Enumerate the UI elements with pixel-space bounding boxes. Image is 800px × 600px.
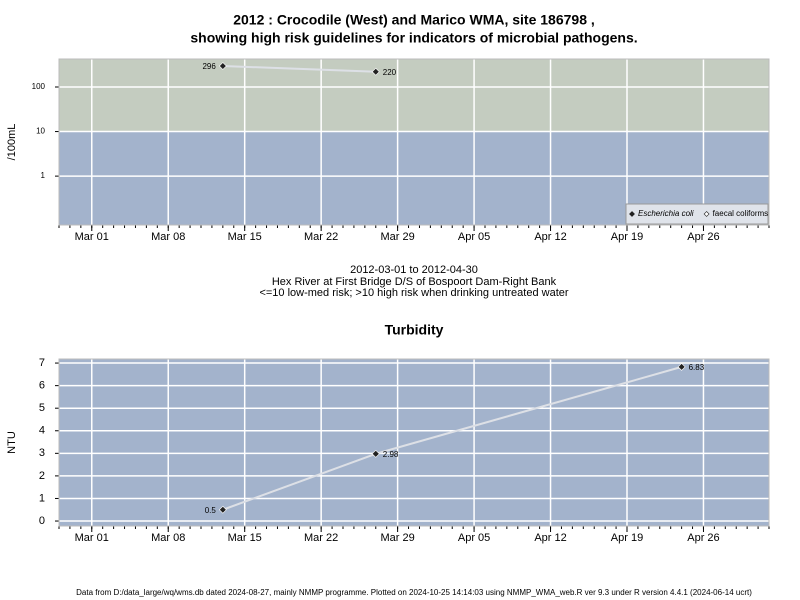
x-tick-label: Apr 12 xyxy=(534,532,566,544)
y-tick-label: 100 xyxy=(32,82,46,91)
x-tick-label: Mar 08 xyxy=(151,231,185,243)
y-tick-label: 4 xyxy=(39,425,45,437)
y-tick-label: 0 xyxy=(39,515,45,527)
data-point xyxy=(218,62,227,70)
y-tick-label: 7 xyxy=(39,357,45,369)
data-label: 6.83 xyxy=(689,363,705,372)
x-tick-label: Mar 22 xyxy=(304,532,338,544)
series-line xyxy=(222,65,376,73)
caption: Hex River at First Bridge D/S of Bospoor… xyxy=(272,276,557,288)
y-tick-label: 5 xyxy=(39,402,45,414)
x-tick-label: Apr 12 xyxy=(534,231,566,243)
legend-label: faecal coliforms xyxy=(713,209,769,218)
y-tick-label: 6 xyxy=(39,380,45,392)
y-axis-label: NTU xyxy=(6,431,18,454)
y-tick-label: 2 xyxy=(39,470,45,482)
data-point xyxy=(371,67,380,76)
x-tick-label: Apr 19 xyxy=(611,231,643,243)
x-tick-label: Mar 01 xyxy=(75,532,109,544)
x-tick-label: Mar 29 xyxy=(380,532,414,544)
plot-border xyxy=(58,58,770,226)
caption: <=10 low-med risk; >10 high risk when dr… xyxy=(259,287,568,299)
data-label: 296 xyxy=(202,62,216,71)
x-tick-label: Apr 05 xyxy=(458,532,490,544)
legend-box xyxy=(625,203,769,225)
caption: 2012-03-01 to 2012-04-30 xyxy=(350,264,478,276)
footer: Data from D:/data_large/wq/wms.db dated … xyxy=(76,588,752,597)
plot-border xyxy=(58,358,770,527)
x-tick-label: Apr 05 xyxy=(458,231,490,243)
data-point xyxy=(677,362,686,371)
chart-title: 2012 : Crocodile (West) and Marico WMA, … xyxy=(233,12,595,28)
x-tick-label: Apr 26 xyxy=(687,532,719,544)
y-tick-label: 10 xyxy=(36,127,45,136)
risk-band xyxy=(59,59,769,132)
x-tick-label: Mar 15 xyxy=(228,532,262,544)
y-axis-label: /100mL xyxy=(6,124,18,161)
y-tick-label: 3 xyxy=(39,447,45,459)
x-tick-label: Mar 15 xyxy=(228,231,262,243)
y-tick-label: 1 xyxy=(39,492,45,504)
data-label: 220 xyxy=(383,68,397,77)
legend-marker xyxy=(629,211,635,217)
data-point xyxy=(371,449,380,458)
x-tick-label: Apr 26 xyxy=(687,231,719,243)
legend-marker xyxy=(703,211,710,217)
data-label: 2.98 xyxy=(383,450,399,459)
x-tick-label: Mar 29 xyxy=(380,231,414,243)
x-tick-label: Mar 08 xyxy=(151,532,185,544)
x-tick-label: Apr 19 xyxy=(611,532,643,544)
chart-title: showing high risk guidelines for indicat… xyxy=(190,30,637,46)
x-tick-label: Mar 01 xyxy=(75,231,109,243)
legend-label: Escherichia coli xyxy=(638,209,694,218)
y-tick-label: 1 xyxy=(41,171,46,180)
x-tick-label: Mar 22 xyxy=(304,231,338,243)
data-label: 0.5 xyxy=(205,506,217,515)
data-point xyxy=(218,505,227,514)
chart-title: Turbidity xyxy=(385,322,444,338)
